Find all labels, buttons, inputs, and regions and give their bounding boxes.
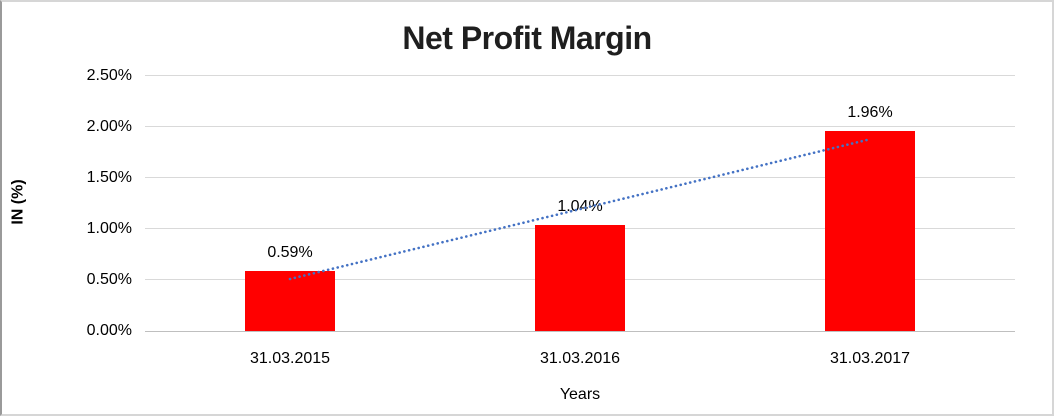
y-axis-tick-label: 0.00% bbox=[86, 322, 132, 339]
bar-value-label: 1.96% bbox=[847, 104, 893, 122]
x-axis-tick-label: 31.03.2017 bbox=[829, 350, 911, 367]
y-axis-tick-label: 1.00% bbox=[86, 220, 132, 237]
y-axis-tick-label: 1.50% bbox=[86, 169, 132, 186]
x-axis-tick-label: 31.03.2016 bbox=[539, 350, 621, 367]
bar-31.03.2015 bbox=[245, 270, 335, 331]
bar-31.03.2016 bbox=[535, 224, 625, 331]
chart-title: Net Profit Margin bbox=[402, 20, 652, 56]
y-axis-tick-label: 0.50% bbox=[86, 271, 132, 288]
gridline bbox=[145, 75, 1015, 76]
x-axis-tick-label: 31.03.2015 bbox=[249, 350, 331, 367]
bar-value-label: 1.04% bbox=[557, 197, 603, 215]
bar-31.03.2017 bbox=[825, 131, 915, 331]
gridline bbox=[145, 331, 1015, 332]
y-axis-tick-label: 2.50% bbox=[86, 67, 132, 84]
gridline bbox=[145, 126, 1015, 127]
y-axis-tick-label: 2.00% bbox=[86, 118, 132, 135]
plot-area: 0.59% 1.04% 1.96% bbox=[145, 75, 1015, 332]
bar-value-label: 0.59% bbox=[267, 243, 313, 261]
y-axis-title: IN (%) bbox=[6, 74, 32, 329]
x-axis-title: Years bbox=[559, 386, 601, 403]
